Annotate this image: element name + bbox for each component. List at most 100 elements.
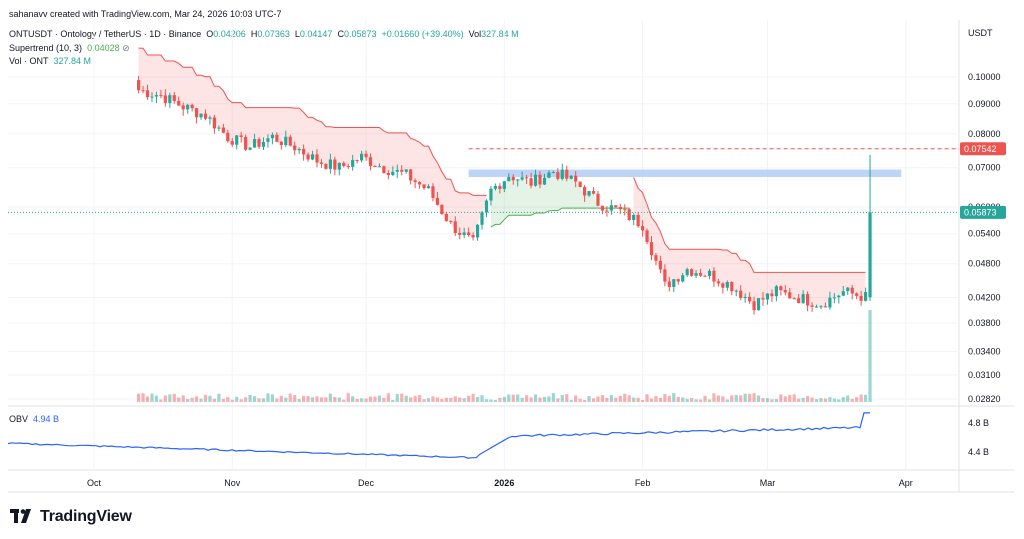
- candle-body: [583, 187, 587, 196]
- candle-body: [248, 147, 252, 150]
- volume-bar: [600, 395, 605, 402]
- legend-obv[interactable]: OBV 4.94 B: [9, 414, 59, 424]
- visibility-icon[interactable]: ⊘: [122, 43, 130, 53]
- candle-body: [721, 283, 725, 288]
- candle-body: [792, 298, 796, 300]
- candle-body: [324, 163, 328, 169]
- obv-tick-label: 4.8 B: [968, 418, 989, 428]
- candle-body: [328, 159, 332, 169]
- candle-body: [832, 297, 836, 299]
- candle-body: [672, 279, 676, 288]
- price-axis[interactable]: 0.100000.090000.080000.070000.060000.054…: [968, 72, 1001, 404]
- grid: [8, 20, 959, 470]
- candle-body: [275, 134, 279, 142]
- volume-bar: [368, 396, 373, 402]
- candle-body: [391, 171, 395, 176]
- candle-body: [360, 153, 364, 161]
- price-tick-label: 0.03800: [968, 318, 1001, 328]
- volume-bar: [707, 399, 712, 402]
- volume-bar: [199, 398, 203, 402]
- brand-logo[interactable]: TradingView: [10, 508, 132, 526]
- last-tag-text: 0.05873: [964, 207, 997, 217]
- candle-body: [761, 298, 765, 300]
- candle-body: [270, 134, 274, 139]
- volume-bar: [748, 393, 752, 402]
- candle-body: [315, 154, 319, 163]
- volume-bar: [194, 396, 199, 402]
- symbol-name: ONTUSDT · Ontology / TetherUS · 1D · Bin…: [9, 29, 202, 39]
- credit-line: sahanavv created with TradingView.com, M…: [9, 9, 281, 19]
- volume-bar: [591, 398, 596, 402]
- supertrend-down2-line: [633, 177, 866, 273]
- candle-body: [520, 177, 524, 180]
- volume-bar: [377, 395, 382, 402]
- candle-body: [797, 298, 801, 304]
- volume-bar: [137, 393, 141, 402]
- volume-bar: [712, 393, 716, 402]
- volume-bar: [141, 393, 145, 402]
- volume-bar: [640, 399, 645, 402]
- volume-bar: [538, 397, 542, 402]
- candle-body: [489, 188, 493, 201]
- volume-bar: [819, 398, 823, 402]
- candles[interactable]: [137, 75, 872, 315]
- candle-body: [756, 298, 761, 311]
- volume-bar: [743, 393, 747, 402]
- candle-body: [279, 141, 283, 146]
- candle-body: [547, 172, 551, 178]
- volume-bar: [145, 396, 150, 402]
- obv-value: 4.94 B: [33, 414, 60, 424]
- candle-body: [569, 175, 573, 179]
- legend-main[interactable]: ONTUSDT · Ontology / TetherUS · 1D · Bin…: [9, 29, 519, 39]
- candle-body: [632, 215, 636, 220]
- volume-bar: [337, 397, 341, 402]
- legend-supertrend[interactable]: Supertrend (10, 3) 0.04028 ⊘: [9, 43, 130, 54]
- candle-body: [685, 269, 689, 276]
- volume-bar: [681, 397, 685, 402]
- volume-bar: [578, 398, 582, 402]
- candle-body: [413, 180, 417, 183]
- candle-body: [623, 209, 627, 211]
- time-tick-label: Nov: [224, 478, 241, 488]
- volume-bar: [730, 395, 734, 402]
- candle-body: [145, 90, 150, 98]
- price-tick-label: 0.09000: [968, 99, 1001, 109]
- obv-axis[interactable]: 4.8 B 4.4 B: [968, 418, 989, 457]
- low-value: 0.04147: [299, 29, 333, 39]
- candle-body: [199, 113, 203, 118]
- volume-bar: [609, 395, 613, 402]
- brand-name: TradingView: [40, 508, 132, 525]
- volume-bar: [498, 397, 502, 402]
- volume-bar: [422, 399, 426, 402]
- volume-bar: [703, 395, 707, 402]
- volume-bar: [828, 397, 832, 402]
- volume-bar: [360, 398, 364, 402]
- volume-bar: [801, 397, 805, 402]
- close-value: 0.05873: [343, 29, 377, 39]
- volume-bar: [404, 395, 408, 402]
- volume-bar: [765, 398, 770, 402]
- time-tick-label: Oct: [87, 478, 102, 488]
- candle-body: [739, 290, 743, 299]
- volume-bar: [453, 396, 457, 402]
- legend-volume[interactable]: Vol · ONT 327.84 M: [9, 56, 91, 66]
- resistance-zone[interactable]: [468, 169, 902, 177]
- volume-bar: [779, 394, 783, 402]
- currency-label[interactable]: USDT: [968, 28, 993, 38]
- low-label: L: [294, 29, 300, 39]
- price-tick-label: 0.04800: [968, 259, 1001, 269]
- volume-bar: [716, 395, 720, 402]
- open-value: 0.04206: [213, 29, 246, 39]
- volume-bar: [770, 399, 774, 402]
- candle-body: [698, 273, 703, 276]
- volume-bar: [248, 394, 252, 402]
- candle-body: [614, 205, 618, 208]
- volume-bar: [395, 394, 399, 402]
- volume-bar: [417, 395, 422, 402]
- volume-bar: [863, 394, 868, 402]
- candle-body: [748, 296, 752, 302]
- time-axis[interactable]: Oct Nov Dec 2026 Feb Mar Apr: [87, 478, 913, 488]
- volume-bar: [685, 398, 689, 402]
- volume-bar: [342, 399, 346, 402]
